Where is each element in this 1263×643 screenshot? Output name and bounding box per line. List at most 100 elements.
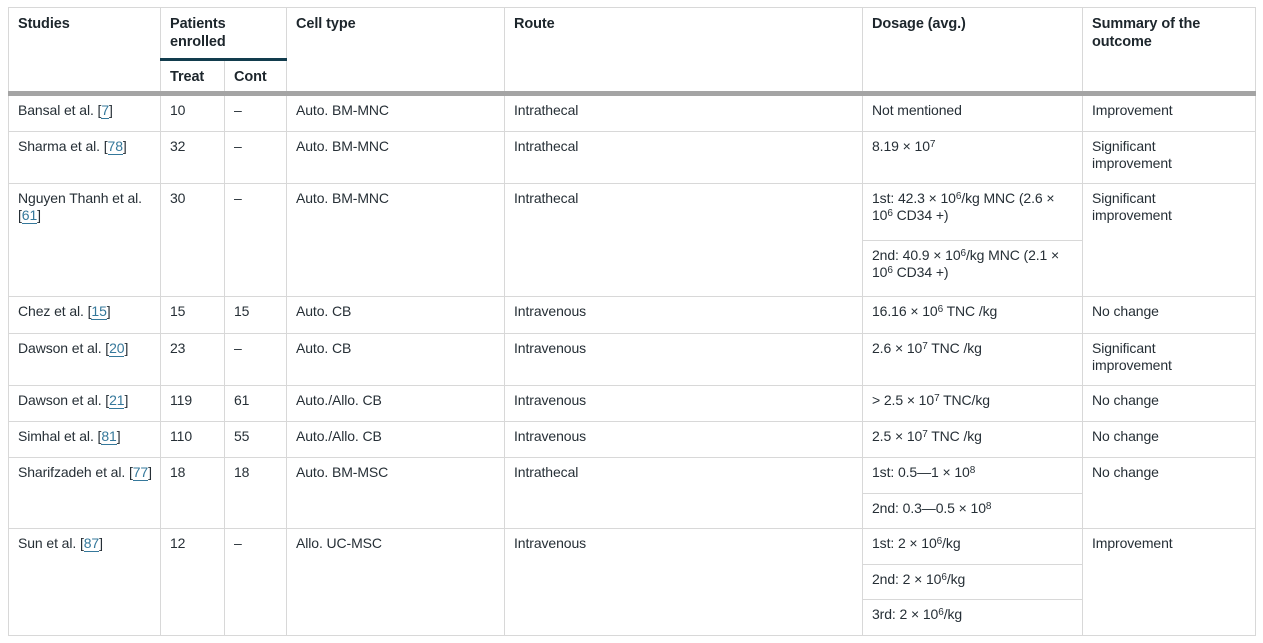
- study-suffix: ]: [106, 303, 111, 319]
- table-header: Studies Patients enrolled Cell type Rout…: [8, 7, 1256, 94]
- summary-text: No change: [1092, 428, 1159, 444]
- dosage-cell: 1st: 0.5—1 × 108 2nd: 0.3—0.5 × 108: [862, 457, 1083, 529]
- dosage-cell: 8.19 × 107: [862, 131, 1083, 184]
- treat-cell: 30: [160, 183, 225, 297]
- study-suffix: ]: [124, 392, 129, 408]
- treat-cell: 18: [160, 457, 225, 529]
- treat-cell: 32: [160, 131, 225, 184]
- reference-link[interactable]: 7: [101, 102, 110, 119]
- study-prefix: Bansal et al. [: [18, 102, 102, 118]
- dosage-item: 1st: 42.3 × 106/kg MNC (2.6 × 106 CD34 +…: [872, 190, 1055, 224]
- reference-link[interactable]: 87: [83, 535, 100, 552]
- table-row: Simhal et al. [81] 110 55 Auto./Allo. CB…: [8, 421, 1256, 458]
- dosage-stack: 1st: 42.3 × 106/kg MNC (2.6 × 106 CD34 +…: [863, 184, 1082, 296]
- cont-cell: –: [224, 91, 287, 132]
- cont-cell: –: [224, 131, 287, 184]
- treat-cell: 10: [160, 91, 225, 132]
- study-suffix: ]: [109, 102, 113, 118]
- reference-link[interactable]: 81: [101, 428, 117, 445]
- study-prefix: Simhal et al. [: [18, 428, 102, 444]
- dosage-cell: 1st: 42.3 × 106/kg MNC (2.6 × 106 CD34 +…: [862, 183, 1083, 297]
- study-suffix: ]: [124, 340, 129, 356]
- reference-link[interactable]: 15: [91, 303, 107, 320]
- study-prefix: Dawson et al. [: [18, 340, 110, 356]
- dosage-stack: 8.19 × 107: [863, 132, 1082, 167]
- header-treat: Treat: [160, 59, 225, 94]
- cell-type-cell: Auto. CB: [286, 333, 505, 386]
- cont-cell: 55: [224, 421, 287, 458]
- dosage-item: Not mentioned: [872, 102, 962, 118]
- dosage-cell: 2.6 × 107 TNC /kg: [862, 333, 1083, 386]
- summary-cell: Significant improvement: [1082, 183, 1256, 297]
- summary-text: No change: [1092, 303, 1159, 319]
- summary-text: Significant improvement: [1092, 138, 1172, 172]
- route-cell: Intravenous: [504, 333, 863, 386]
- route-cell: Intrathecal: [504, 91, 863, 132]
- study-cell: Sun et al. [87]: [8, 528, 161, 636]
- cont-cell: 15: [224, 296, 287, 334]
- route-cell: Intrathecal: [504, 183, 863, 297]
- dosage-cell: 2.5 × 107 TNC /kg: [862, 421, 1083, 458]
- summary-text: Significant improvement: [1092, 340, 1172, 374]
- route-cell: Intravenous: [504, 421, 863, 458]
- cell-type-cell: Auto. BM-MNC: [286, 183, 505, 297]
- study-suffix: ]: [122, 138, 127, 154]
- summary-cell: No change: [1082, 421, 1256, 458]
- dosage-stack: 1st: 2 × 106/kg 2nd: 2 × 106/kg 3rd: 2 × 1…: [863, 529, 1082, 634]
- study-cell: Nguyen Thanh et al. [61]: [8, 183, 161, 297]
- study-prefix: Sharifzadeh et al. [: [18, 464, 133, 480]
- dosage-stack: 1st: 0.5—1 × 108 2nd: 0.3—0.5 × 108: [863, 458, 1082, 528]
- table-row: Sharifzadeh et al. [77] 18 18 Auto. BM-M…: [8, 457, 1256, 529]
- dosage-cell: 16.16 × 106 TNC /kg: [862, 296, 1083, 334]
- study-cell: Chez et al. [15]: [8, 296, 161, 334]
- dosage-cell: Not mentioned: [862, 91, 1083, 132]
- treat-cell: 110: [160, 421, 225, 458]
- study-suffix: ]: [37, 207, 41, 224]
- reference-link[interactable]: 78: [107, 138, 123, 155]
- summary-text: Improvement: [1092, 102, 1173, 118]
- dosage-item: 2.5 × 107 TNC /kg: [872, 428, 982, 444]
- reference-link[interactable]: 21: [109, 392, 125, 409]
- dosage-item: 1st: 0.5—1 × 108: [872, 464, 976, 480]
- study-suffix: ]: [116, 428, 121, 444]
- header-row-1: Studies Patients enrolled Cell type Rout…: [8, 7, 1256, 94]
- summary-text: No change: [1092, 392, 1159, 408]
- cell-type-cell: Auto. BM-MSC: [286, 457, 505, 529]
- table-row: Bansal et al. [7] 10 – Auto. BM-MNC Intr…: [8, 91, 1256, 132]
- dosage-item: 1st: 2 × 106/kg: [872, 535, 961, 551]
- dosage-item: 2nd: 0.3—0.5 × 108: [863, 493, 1082, 528]
- summary-cell: Significant improvement: [1082, 131, 1256, 184]
- study-cell: Bansal et al. [7]: [8, 91, 161, 132]
- header-patients-enrolled-label: Patients enrolled: [170, 16, 226, 50]
- study-prefix: Sun et al. [: [18, 535, 84, 551]
- treat-cell: 12: [160, 528, 225, 636]
- summary-cell: No change: [1082, 457, 1256, 529]
- dosage-stack: > 2.5 × 107 TNC/kg: [863, 386, 1082, 421]
- study-cell: Dawson et al. [20]: [8, 333, 161, 386]
- route-cell: Intrathecal: [504, 457, 863, 529]
- dosage-cell: 1st: 2 × 106/kg 2nd: 2 × 106/kg 3rd: 2 × 1…: [862, 528, 1083, 636]
- dosage-item: 3rd: 2 × 106/kg: [863, 599, 1082, 634]
- study-prefix: Sharma et al. [: [18, 138, 108, 154]
- header-row-2: Treat Cont: [9, 59, 1256, 94]
- reference-link[interactable]: 61: [21, 207, 38, 225]
- summary-cell: Significant improvement: [1082, 333, 1256, 386]
- summary-text: Significant improvement: [1092, 190, 1172, 224]
- cont-cell: –: [224, 333, 287, 386]
- table-row: Chez et al. [15] 15 15 Auto. CB Intraven…: [8, 296, 1256, 334]
- study-prefix: Nguyen Thanh et al. [: [18, 190, 142, 224]
- dosage-item: 2.6 × 107 TNC /kg: [872, 340, 982, 356]
- dosage-item: 2nd: 40.9 × 106/kg MNC (2.1 × 106 CD34 +…: [863, 240, 1082, 296]
- table-row: Dawson et al. [21] 119 61 Auto./Allo. CB…: [8, 385, 1256, 422]
- reference-link[interactable]: 77: [132, 464, 149, 481]
- dosage-cell: > 2.5 × 107 TNC/kg: [862, 385, 1083, 422]
- study-cell: Sharma et al. [78]: [8, 131, 161, 184]
- cont-cell: 18: [224, 457, 287, 529]
- cell-type-cell: Allo. UC-MSC: [286, 528, 505, 636]
- summary-text: Improvement: [1092, 535, 1173, 551]
- study-prefix: Dawson et al. [: [18, 392, 110, 408]
- reference-link[interactable]: 20: [109, 340, 125, 357]
- study-suffix: ]: [99, 535, 103, 551]
- dosage-stack: 2.6 × 107 TNC /kg: [863, 334, 1082, 369]
